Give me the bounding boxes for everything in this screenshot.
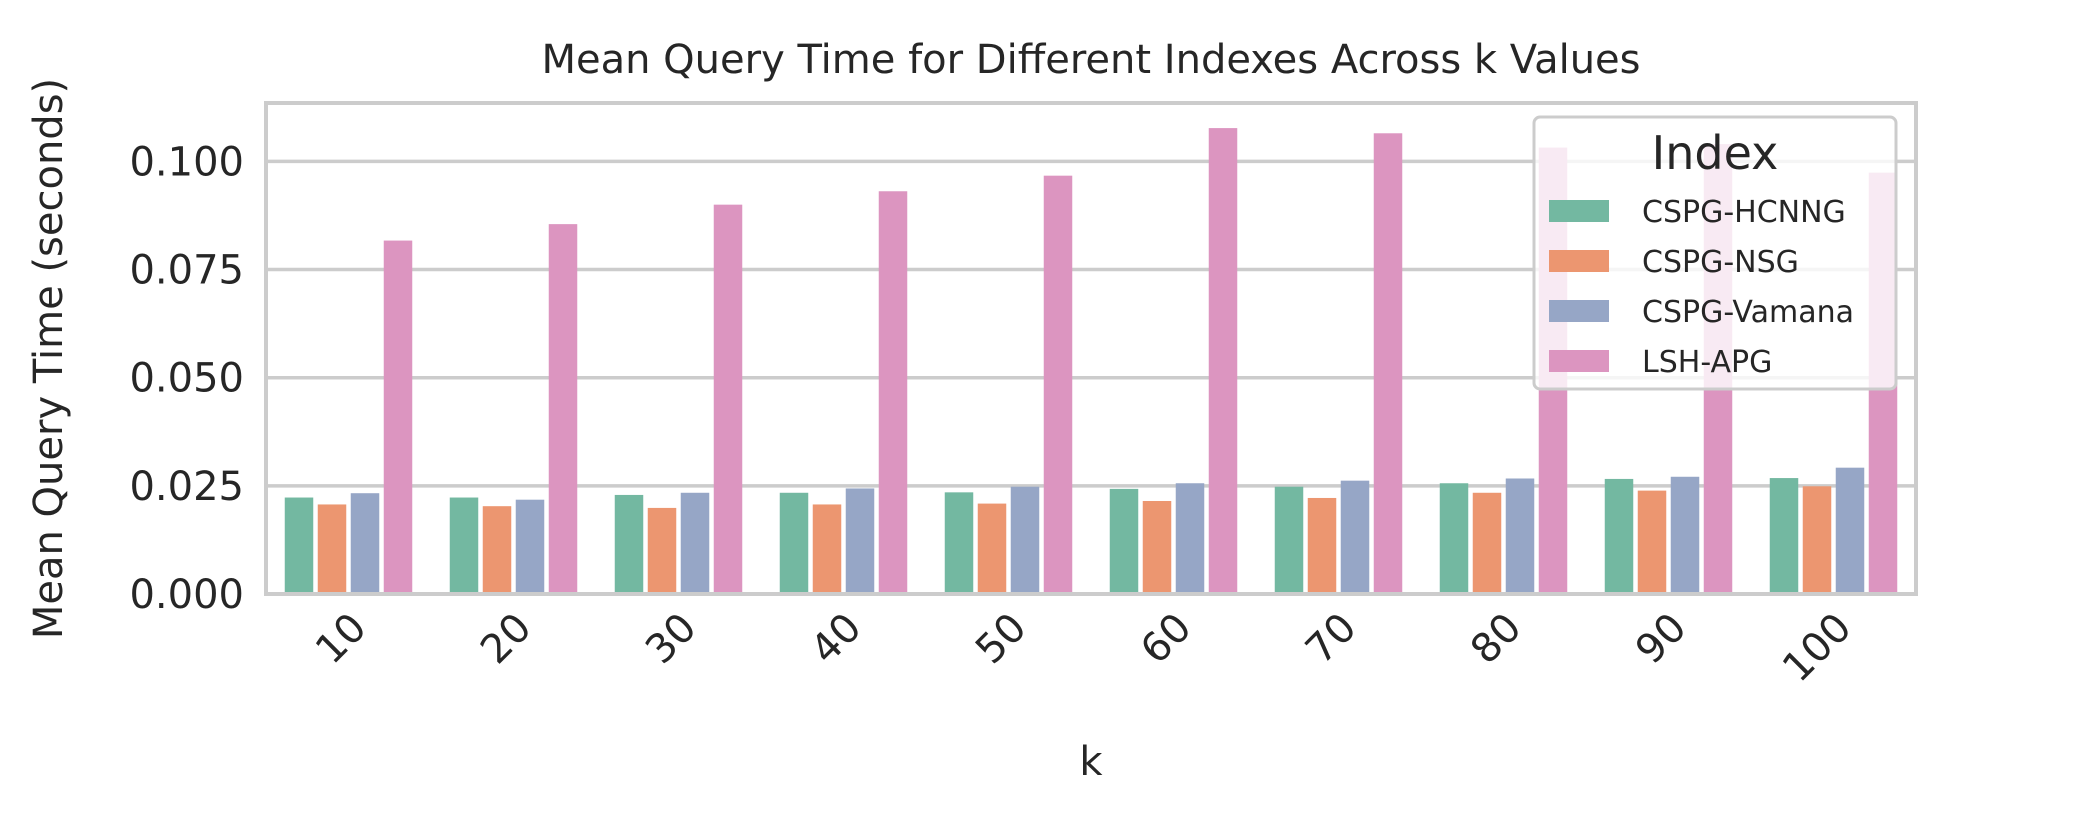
- bar-lsh-apg-k30: [713, 204, 743, 594]
- x-tick-label: 30: [637, 605, 706, 674]
- legend-title: Index: [1652, 126, 1779, 180]
- x-tick-label: 60: [1132, 605, 1201, 674]
- legend-swatch: [1549, 350, 1609, 372]
- bar-cspg-nsg-k40: [812, 504, 842, 594]
- y-tick-label: 0.075: [129, 248, 244, 294]
- bar-cspg-hcnng-k50: [944, 492, 974, 594]
- y-tick-label: 0.000: [129, 572, 244, 618]
- legend-items: CSPG-HCNNG CSPG-NSG CSPG-Vamana LSH-APG: [1549, 195, 1854, 380]
- x-tick-label: 50: [967, 605, 1036, 674]
- bar-cspg-nsg-k100: [1802, 486, 1832, 594]
- legend-label: CSPG-HCNNG: [1642, 195, 1846, 230]
- bar-cspg-nsg-k60: [1142, 500, 1172, 594]
- bar-cspg-nsg-k10: [317, 504, 347, 594]
- bar-cspg-hcnng-k40: [779, 492, 809, 594]
- y-tick-labels: 0.000 0.025 0.050 0.075 0.100: [129, 139, 244, 618]
- bar-cspg-nsg-k30: [647, 507, 677, 594]
- bar-cspg-vamana-k50: [1010, 486, 1040, 594]
- x-axis-label: k: [1079, 739, 1103, 785]
- x-tick-label: 40: [802, 605, 871, 674]
- legend-label: LSH-APG: [1642, 345, 1772, 380]
- bar-cspg-vamana-k40: [845, 488, 875, 594]
- x-tick-label: 100: [1774, 605, 1861, 692]
- bar-lsh-apg-k70: [1373, 133, 1403, 595]
- y-axis-label: Mean Query Time (seconds): [26, 78, 72, 639]
- bar-cspg-nsg-k80: [1472, 492, 1502, 594]
- bar-cspg-hcnng-k80: [1439, 483, 1469, 594]
- legend-label: CSPG-Vamana: [1642, 295, 1854, 330]
- x-tick-label: 80: [1462, 605, 1531, 674]
- plot-frame: [264, 101, 1918, 596]
- bar-cspg-hcnng-k30: [614, 494, 644, 594]
- bar-cspg-hcnng-k100: [1769, 478, 1799, 594]
- legend-swatch: [1549, 300, 1609, 322]
- legend-swatch: [1549, 250, 1609, 272]
- x-tick-label: 10: [307, 605, 376, 674]
- bar-lsh-apg-k60: [1208, 128, 1238, 594]
- legend-label: CSPG-NSG: [1642, 245, 1799, 280]
- x-tick-label: 90: [1627, 605, 1696, 674]
- legend: Index CSPG-HCNNG CSPG-NSG CSPG-Vamana LSH-A…: [1532, 115, 1898, 391]
- bar-lsh-apg-k40: [878, 191, 908, 594]
- y-tick-label: 0.025: [129, 464, 244, 510]
- bar-cspg-hcnng-k90: [1604, 478, 1634, 594]
- bar-cspg-vamana-k10: [350, 493, 380, 594]
- bar-cspg-nsg-k70: [1307, 497, 1337, 594]
- chart-title: Mean Query Time for Different Indexes Ac…: [541, 37, 1640, 83]
- bar-cspg-vamana-k90: [1670, 476, 1700, 594]
- bar-lsh-apg-k50: [1043, 175, 1073, 595]
- bar-cspg-vamana-k80: [1505, 478, 1535, 594]
- bar-cspg-nsg-k20: [482, 506, 512, 594]
- x-tick-label: 70: [1297, 605, 1366, 674]
- bar-cspg-vamana-k60: [1175, 483, 1205, 594]
- bar-lsh-apg-k10: [383, 240, 413, 594]
- bar-lsh-apg-k20: [548, 224, 578, 594]
- x-tick-labels: 10 20 30 40 50 60 70 80 90 100: [307, 605, 1861, 692]
- bar-cspg-vamana-k30: [680, 492, 710, 594]
- bar-cspg-hcnng-k60: [1109, 488, 1139, 594]
- bar-cspg-hcnng-k10: [284, 497, 314, 594]
- bar-cspg-vamana-k20: [515, 499, 545, 594]
- bar-cspg-hcnng-k20: [449, 497, 479, 594]
- y-tick-label: 0.100: [129, 139, 244, 185]
- legend-box: [1532, 115, 1898, 391]
- x-tick-label: 20: [472, 605, 541, 674]
- bar-cspg-hcnng-k70: [1274, 486, 1304, 594]
- bar-cspg-vamana-k100: [1835, 467, 1865, 594]
- y-tick-label: 0.050: [129, 356, 244, 402]
- legend-swatch: [1549, 200, 1609, 222]
- bar-cspg-nsg-k50: [977, 503, 1007, 594]
- bar-cspg-vamana-k70: [1340, 480, 1370, 594]
- bar-cspg-nsg-k90: [1637, 490, 1667, 594]
